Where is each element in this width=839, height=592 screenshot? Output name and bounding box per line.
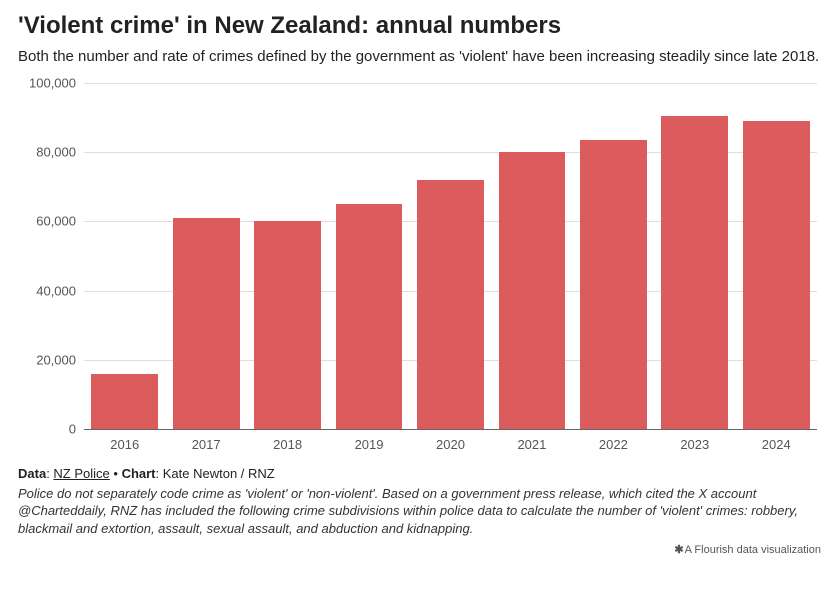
- y-tick-label: 40,000: [36, 283, 76, 298]
- y-tick-label: 20,000: [36, 352, 76, 367]
- chart-subtitle: Both the number and rate of crimes defin…: [18, 47, 821, 67]
- plot-area: [84, 83, 817, 429]
- bar-slot: [247, 83, 328, 429]
- source-line: Data: NZ Police • Chart: Kate Newton / R…: [18, 465, 821, 483]
- bar-slot: [573, 83, 654, 429]
- data-source-link[interactable]: NZ Police: [53, 466, 109, 481]
- bar-slot: [654, 83, 735, 429]
- y-tick-label: 0: [69, 422, 76, 437]
- chart-footer: Data: NZ Police • Chart: Kate Newton / R…: [18, 465, 821, 558]
- bar: [173, 218, 240, 429]
- x-axis-labels: 201620172018201920202021202220232024: [84, 433, 817, 455]
- bar-slot: [165, 83, 246, 429]
- x-tick-label: 2023: [654, 433, 735, 455]
- bar-slot: [84, 83, 165, 429]
- x-tick-label: 2017: [165, 433, 246, 455]
- chart-credit-label: Chart: [122, 466, 156, 481]
- bars-container: [84, 83, 817, 429]
- footnote: Police do not separately code crime as '…: [18, 485, 821, 538]
- bar: [254, 221, 321, 429]
- chart-area: 020,00040,00060,00080,000100,000 2016201…: [18, 75, 821, 455]
- bar: [91, 374, 158, 429]
- data-label: Data: [18, 466, 46, 481]
- y-axis-labels: 0 20,000 40,000 60,000 80,000 100,000: [18, 75, 80, 455]
- x-tick-label: 2016: [84, 433, 165, 455]
- y-tick-label: 100,000: [29, 76, 76, 91]
- chart-title: 'Violent crime' in New Zealand: annual n…: [18, 12, 821, 41]
- bar-slot: [491, 83, 572, 429]
- y-tick-label: 80,000: [36, 145, 76, 160]
- y-tick-label: 60,000: [36, 214, 76, 229]
- x-tick-label: 2024: [736, 433, 817, 455]
- bar-slot: [328, 83, 409, 429]
- gridline: [84, 429, 817, 430]
- bar-slot: [410, 83, 491, 429]
- x-tick-label: 2018: [247, 433, 328, 455]
- x-tick-label: 2019: [328, 433, 409, 455]
- bar-slot: [736, 83, 817, 429]
- bar: [743, 121, 810, 429]
- separator: •: [110, 466, 122, 481]
- credit-text: A Flourish data visualization: [685, 544, 821, 556]
- x-tick-label: 2021: [491, 433, 572, 455]
- flourish-credit[interactable]: ✱A Flourish data visualization: [18, 543, 821, 558]
- chart-credit: Kate Newton / RNZ: [163, 466, 275, 481]
- bar: [499, 152, 566, 429]
- bar: [336, 204, 403, 429]
- x-tick-label: 2020: [410, 433, 491, 455]
- bar: [417, 180, 484, 429]
- x-tick-label: 2022: [573, 433, 654, 455]
- bar: [661, 116, 728, 429]
- bar: [580, 140, 647, 429]
- asterisk-icon: ✱: [674, 544, 682, 556]
